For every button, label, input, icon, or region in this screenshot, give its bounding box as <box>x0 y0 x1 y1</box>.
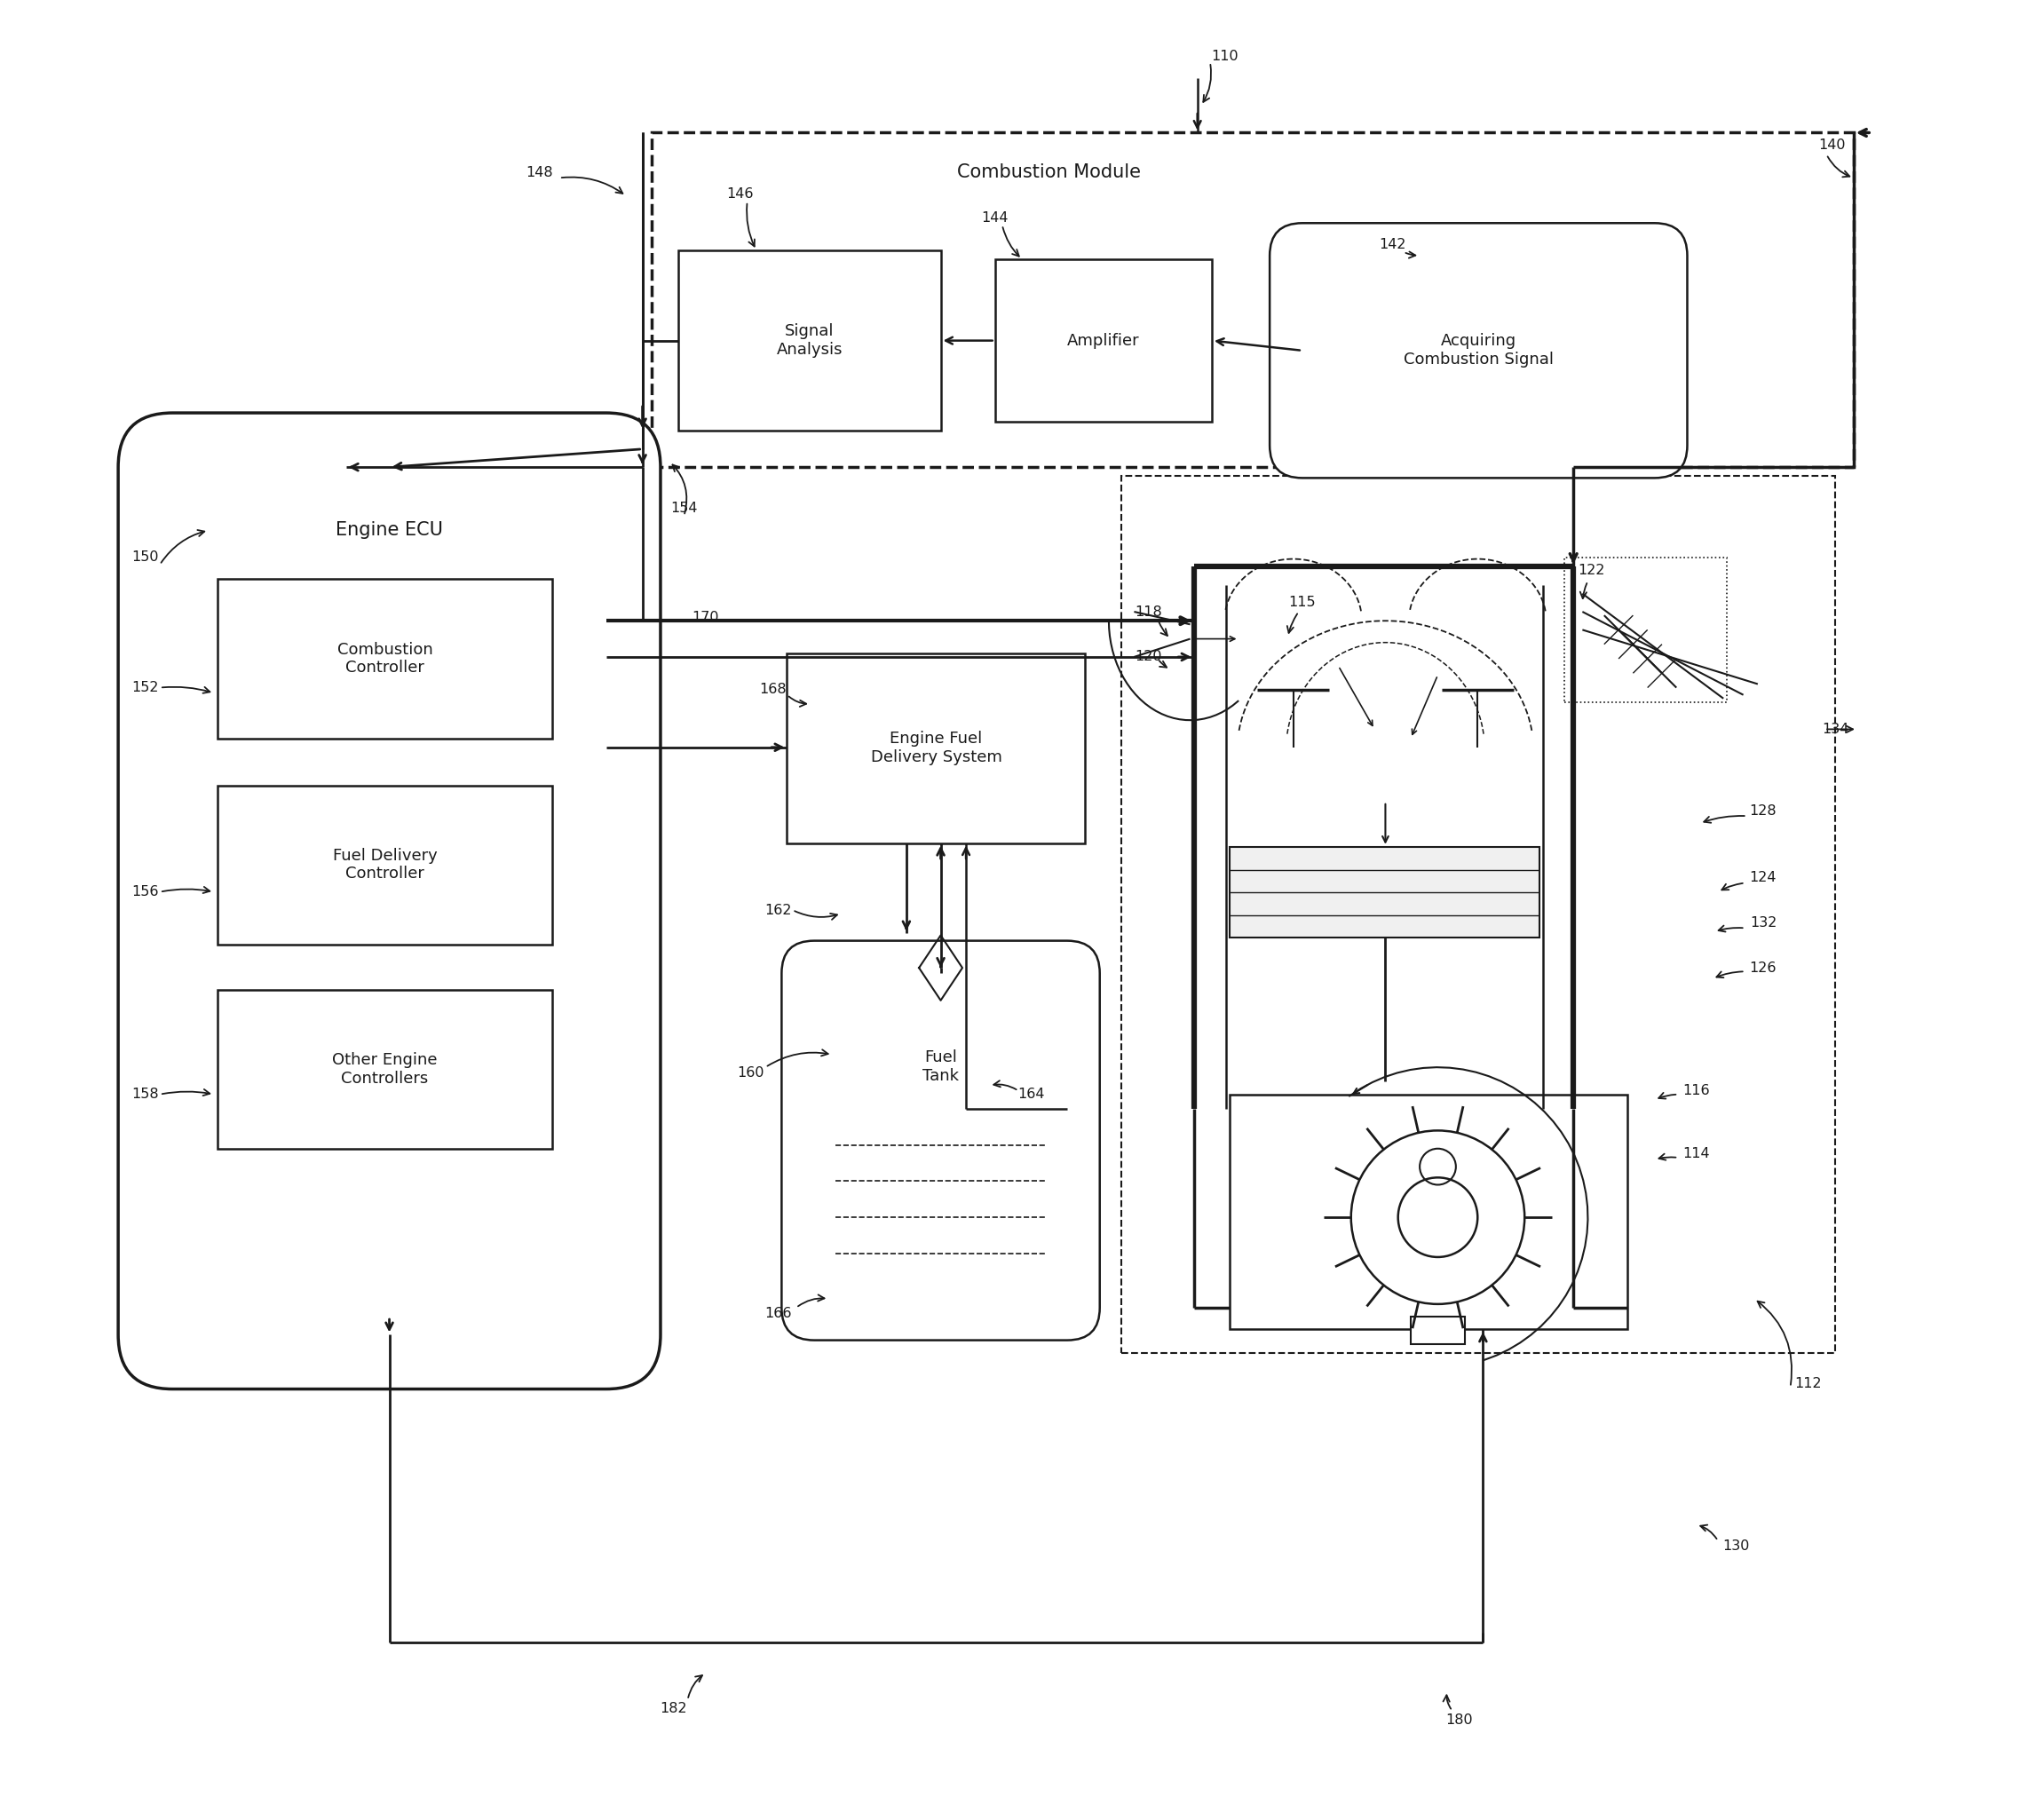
Bar <box>217 990 551 1148</box>
Text: Fuel Delivery
Controller: Fuel Delivery Controller <box>332 848 438 883</box>
Text: Amplifier: Amplifier <box>1068 333 1139 349</box>
FancyBboxPatch shape <box>782 941 1100 1340</box>
Text: 170: 170 <box>693 610 719 624</box>
Bar <box>995 258 1212 422</box>
Text: 158: 158 <box>132 1088 158 1101</box>
Bar <box>217 579 551 739</box>
Text: 146: 146 <box>727 187 754 200</box>
Text: 166: 166 <box>764 1307 792 1319</box>
Text: 154: 154 <box>671 502 697 515</box>
Text: Engine ECU: Engine ECU <box>336 522 444 539</box>
Text: 160: 160 <box>737 1067 764 1079</box>
Text: 180: 180 <box>1447 1713 1473 1727</box>
Bar <box>1230 1094 1627 1329</box>
Text: Combustion
Controller: Combustion Controller <box>336 641 434 675</box>
Bar <box>1122 477 1836 1352</box>
Text: 124: 124 <box>1750 870 1777 885</box>
Text: Combustion Module: Combustion Module <box>956 164 1141 182</box>
Text: 144: 144 <box>981 211 1009 224</box>
Text: 128: 128 <box>1750 804 1777 817</box>
Text: 164: 164 <box>1017 1088 1045 1101</box>
Text: 152: 152 <box>132 681 158 693</box>
Bar <box>786 653 1086 843</box>
Text: 168: 168 <box>760 682 786 695</box>
Text: 126: 126 <box>1750 961 1777 974</box>
Text: 142: 142 <box>1380 238 1406 251</box>
Text: 115: 115 <box>1289 595 1315 610</box>
Text: 132: 132 <box>1750 915 1777 930</box>
Bar <box>1230 846 1540 937</box>
Text: 150: 150 <box>132 551 158 564</box>
Text: Fuel
Tank: Fuel Tank <box>922 1050 958 1085</box>
Text: 162: 162 <box>764 903 792 917</box>
Text: Other Engine
Controllers: Other Engine Controllers <box>332 1052 438 1087</box>
Bar <box>1410 1316 1465 1343</box>
Bar <box>652 133 1854 468</box>
Text: 134: 134 <box>1821 723 1850 735</box>
FancyBboxPatch shape <box>1270 224 1688 479</box>
Text: 140: 140 <box>1819 138 1846 153</box>
Text: 156: 156 <box>132 885 158 899</box>
Text: 116: 116 <box>1684 1085 1710 1097</box>
Text: 118: 118 <box>1135 604 1163 619</box>
Text: 130: 130 <box>1722 1540 1750 1552</box>
Text: Acquiring
Combustion Signal: Acquiring Combustion Signal <box>1404 333 1554 368</box>
FancyBboxPatch shape <box>118 413 660 1389</box>
Text: 110: 110 <box>1212 51 1238 64</box>
Bar <box>217 784 551 945</box>
Text: Signal
Analysis: Signal Analysis <box>776 324 843 359</box>
Text: 182: 182 <box>660 1702 687 1716</box>
Text: 122: 122 <box>1578 564 1605 577</box>
Text: 112: 112 <box>1795 1378 1821 1390</box>
Text: Engine Fuel
Delivery System: Engine Fuel Delivery System <box>871 732 1001 766</box>
Bar <box>1564 557 1726 703</box>
Bar <box>679 249 940 431</box>
Text: 120: 120 <box>1135 650 1163 664</box>
Text: 148: 148 <box>527 166 553 178</box>
Text: 114: 114 <box>1684 1147 1710 1161</box>
